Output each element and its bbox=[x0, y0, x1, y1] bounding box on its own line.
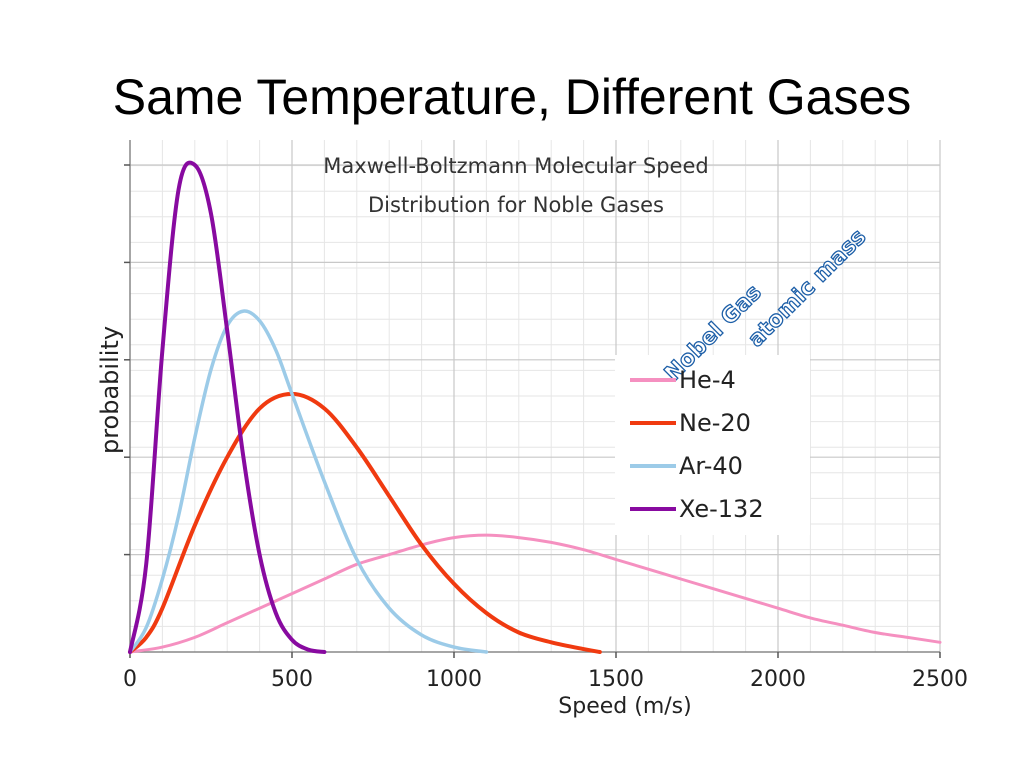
slide-title: Same Temperature, Different Gases bbox=[112, 69, 912, 125]
legend-label: Xe-132 bbox=[679, 495, 764, 523]
legend-label: Ne-20 bbox=[679, 409, 751, 437]
legend-entries: He-4 Ne-20 Ar-40 Xe-132 bbox=[630, 366, 764, 523]
x-tick-label: 1000 bbox=[426, 667, 482, 692]
legend-label: He-4 bbox=[679, 366, 736, 394]
x-tick-label: 2000 bbox=[750, 667, 806, 692]
series-line-ne-20 bbox=[128, 391, 602, 654]
chart-subtitle: Distribution for Noble Gases bbox=[368, 193, 664, 217]
x-tick-label: 2500 bbox=[912, 667, 968, 692]
x-tick-label: 1500 bbox=[588, 667, 644, 692]
series-line-xe-132 bbox=[128, 160, 327, 654]
x-tick-label: 500 bbox=[271, 667, 313, 692]
x-tick-label: 0 bbox=[123, 667, 137, 692]
axes bbox=[124, 140, 941, 658]
legend-background bbox=[615, 355, 810, 535]
series-lines bbox=[128, 160, 942, 654]
series-line-he-4 bbox=[128, 533, 942, 654]
chart-title: Maxwell-Boltzmann Molecular Speed bbox=[323, 154, 708, 178]
series-line-ar-40 bbox=[128, 309, 489, 654]
legend-label: Ar-40 bbox=[679, 452, 743, 480]
y-axis-label: probability bbox=[96, 326, 124, 454]
x-tick-labels: 0 500 1000 1500 2000 2500 bbox=[123, 667, 968, 692]
x-axis-label: Speed (m/s) bbox=[558, 694, 691, 719]
